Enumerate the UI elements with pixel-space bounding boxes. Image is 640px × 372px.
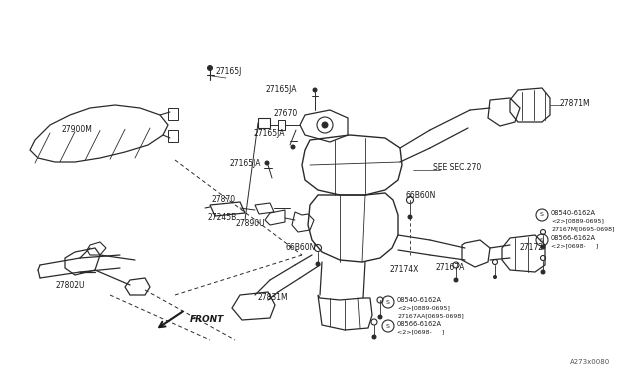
Circle shape [291, 145, 295, 149]
Text: 08566-6162A: 08566-6162A [397, 321, 442, 327]
Text: 27870: 27870 [212, 196, 236, 205]
Circle shape [322, 122, 328, 128]
Text: A273x0080: A273x0080 [570, 359, 610, 365]
Text: 27871M: 27871M [560, 99, 591, 108]
Circle shape [316, 262, 320, 266]
Text: S: S [386, 299, 390, 305]
Circle shape [408, 215, 412, 219]
Text: 66B60N: 66B60N [405, 190, 435, 199]
Circle shape [493, 276, 497, 279]
Text: 08566-6162A: 08566-6162A [551, 235, 596, 241]
Circle shape [378, 315, 382, 319]
Text: 27165J: 27165J [215, 67, 241, 77]
Text: 08540-6162A: 08540-6162A [397, 297, 442, 303]
Text: 27165JA: 27165JA [230, 158, 262, 167]
Text: FRONT: FRONT [190, 315, 224, 324]
Text: 27165JA: 27165JA [265, 86, 296, 94]
Circle shape [313, 88, 317, 92]
Text: <2>[0698-     ]: <2>[0698- ] [551, 244, 598, 248]
Circle shape [265, 161, 269, 165]
Text: SEE SEC.270: SEE SEC.270 [433, 164, 481, 173]
Text: 27802U: 27802U [55, 280, 84, 289]
Text: <2>[0698-     ]: <2>[0698- ] [397, 330, 444, 334]
Text: 27245B: 27245B [207, 212, 236, 221]
Circle shape [541, 245, 545, 249]
Circle shape [372, 335, 376, 339]
Text: <2>[0889-0695]: <2>[0889-0695] [551, 218, 604, 224]
Text: 66B60N: 66B60N [285, 244, 316, 253]
Text: 27172: 27172 [520, 244, 544, 253]
Text: 27670: 27670 [274, 109, 298, 118]
Circle shape [207, 65, 212, 71]
Text: 27167A: 27167A [435, 263, 465, 273]
Text: 08540-6162A: 08540-6162A [551, 210, 596, 216]
Text: 27165JA: 27165JA [253, 128, 285, 138]
Text: 27890U: 27890U [236, 219, 266, 228]
Text: 27167M[0695-0698]: 27167M[0695-0698] [551, 227, 614, 231]
Text: 27167AA[0695-0698]: 27167AA[0695-0698] [397, 314, 464, 318]
Text: 27831M: 27831M [258, 294, 289, 302]
Text: S: S [540, 212, 544, 218]
Circle shape [454, 278, 458, 282]
Text: 27174X: 27174X [390, 266, 419, 275]
Text: 27900M: 27900M [62, 125, 93, 135]
Circle shape [541, 270, 545, 274]
Text: S: S [386, 324, 390, 328]
Text: S: S [540, 237, 544, 243]
Text: <2>[0889-0695]: <2>[0889-0695] [397, 305, 450, 311]
